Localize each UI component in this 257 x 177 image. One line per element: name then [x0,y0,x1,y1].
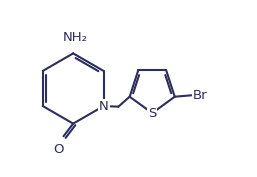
Text: O: O [53,143,63,156]
Text: S: S [148,107,157,120]
Text: NH₂: NH₂ [62,31,87,44]
Text: Br: Br [192,89,207,102]
Text: N: N [99,99,108,113]
